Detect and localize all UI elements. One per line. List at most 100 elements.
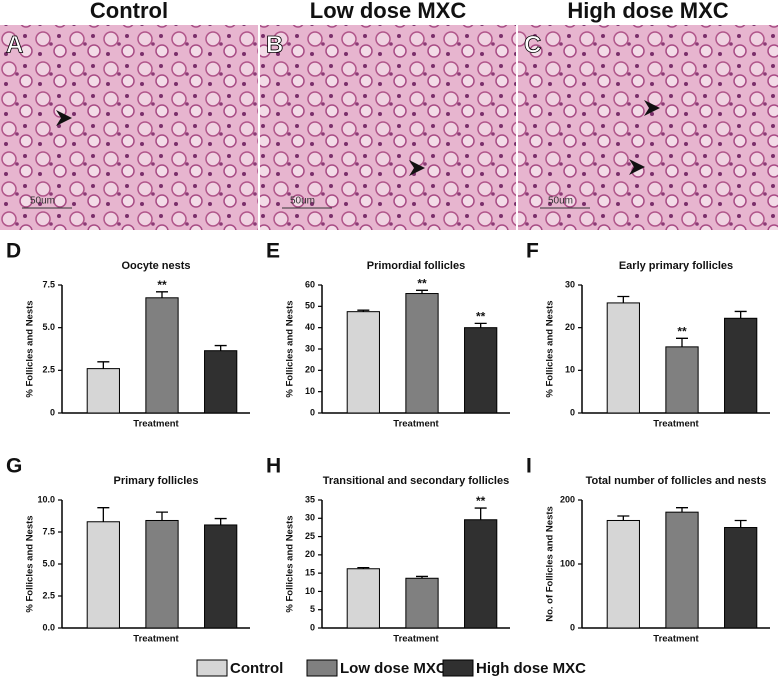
y-tick-label: 0 bbox=[570, 407, 575, 417]
y-tick-label: 10 bbox=[305, 586, 315, 596]
bar bbox=[606, 519, 640, 629]
arrowhead bbox=[629, 159, 645, 175]
bar bbox=[86, 521, 120, 629]
y-tick-label: 7.5 bbox=[42, 526, 55, 536]
chart-title: Early primary follicles bbox=[619, 260, 733, 272]
error-bar bbox=[357, 567, 370, 569]
y-tick-label: 200 bbox=[560, 494, 575, 504]
error-bar bbox=[214, 517, 227, 525]
y-tick-label: 30 bbox=[305, 513, 315, 523]
photo-letter: A bbox=[6, 31, 23, 58]
error-bar bbox=[474, 322, 487, 328]
arrowhead bbox=[56, 110, 72, 126]
bar bbox=[86, 368, 120, 414]
error-bar bbox=[474, 507, 487, 520]
scale-bar-label: 50um bbox=[548, 196, 573, 207]
bar bbox=[464, 327, 498, 414]
y-tick-label: 5.0 bbox=[42, 558, 55, 568]
bar bbox=[346, 568, 380, 629]
y-tick-label: 20 bbox=[565, 322, 575, 332]
bar bbox=[145, 519, 179, 629]
y-tick-label: 30 bbox=[305, 343, 315, 353]
arrowhead bbox=[409, 160, 425, 176]
y-axis-label: No. of Follicles and Nests bbox=[545, 506, 556, 622]
error-bar bbox=[617, 295, 630, 303]
photo-title: High dose MXC bbox=[567, 0, 728, 23]
y-tick-label: 15 bbox=[305, 568, 315, 578]
error-bar bbox=[156, 511, 168, 521]
photo-title: Low dose MXC bbox=[310, 0, 467, 23]
y-tick-label: 25 bbox=[305, 531, 315, 541]
x-axis-label: Treatment bbox=[653, 419, 699, 430]
error-bar bbox=[214, 344, 227, 351]
error-bar bbox=[734, 310, 747, 319]
y-tick-label: 10 bbox=[565, 365, 575, 375]
photo-letter: B bbox=[266, 31, 283, 58]
bar bbox=[724, 317, 758, 414]
bar bbox=[724, 527, 758, 629]
y-tick-label: 0.0 bbox=[42, 622, 55, 632]
error-bar bbox=[357, 309, 370, 312]
y-tick-label: 0 bbox=[310, 622, 315, 632]
significance-label: ** bbox=[677, 325, 687, 339]
y-tick-label: 2.5 bbox=[42, 365, 55, 375]
y-tick-label: 35 bbox=[305, 494, 315, 504]
legend-label: Low dose MXC bbox=[340, 660, 447, 677]
legend-swatch bbox=[442, 659, 474, 677]
bar bbox=[346, 311, 380, 414]
significance-label: ** bbox=[476, 310, 486, 324]
bar bbox=[606, 302, 640, 414]
legend-label: High dose MXC bbox=[476, 660, 586, 677]
error-bar bbox=[676, 337, 688, 347]
y-axis-label: % Follicles and Nests bbox=[285, 515, 296, 612]
panel-letter: D bbox=[6, 240, 21, 263]
y-tick-label: 60 bbox=[305, 279, 315, 289]
y-tick-label: 0 bbox=[50, 407, 55, 417]
chart-title: Primordial follicles bbox=[367, 260, 465, 272]
y-axis-label: % Follicles and Nests bbox=[25, 300, 36, 397]
chart-title: Oocyte nests bbox=[121, 260, 190, 272]
photo-title: Control bbox=[90, 0, 168, 23]
x-axis-label: Treatment bbox=[393, 634, 439, 645]
bar bbox=[204, 350, 238, 414]
photo-letter: C bbox=[524, 31, 541, 58]
panel-letter: E bbox=[266, 240, 280, 263]
micrograph bbox=[0, 25, 258, 230]
error-bar bbox=[416, 289, 428, 294]
y-tick-label: 40 bbox=[305, 322, 315, 332]
x-axis-label: Treatment bbox=[653, 634, 699, 645]
y-tick-label: 20 bbox=[305, 365, 315, 375]
error-bar bbox=[676, 507, 688, 513]
y-tick-label: 10.0 bbox=[37, 494, 55, 504]
y-axis-label: % Follicles and Nests bbox=[25, 515, 36, 612]
bar bbox=[665, 511, 699, 629]
y-tick-label: 0 bbox=[310, 407, 315, 417]
y-tick-label: 20 bbox=[305, 549, 315, 559]
y-tick-label: 5.0 bbox=[42, 322, 55, 332]
significance-label: ** bbox=[157, 278, 167, 292]
panel-letter: H bbox=[266, 455, 281, 478]
chart-title: Transitional and secondary follicles bbox=[323, 475, 509, 487]
panel-letter: F bbox=[526, 240, 539, 263]
error-bar bbox=[156, 291, 168, 298]
x-axis-label: Treatment bbox=[393, 419, 439, 430]
x-axis-label: Treatment bbox=[133, 634, 179, 645]
y-tick-label: 50 bbox=[305, 301, 315, 311]
arrowhead bbox=[644, 100, 660, 116]
bar bbox=[405, 577, 439, 629]
error-bar bbox=[617, 515, 630, 521]
legend-swatch bbox=[306, 659, 338, 677]
panel-letter: I bbox=[526, 455, 532, 478]
error-bar bbox=[97, 361, 110, 369]
y-tick-label: 5 bbox=[310, 604, 315, 614]
error-bar bbox=[416, 575, 428, 579]
bar bbox=[464, 519, 498, 629]
legend-label: Control bbox=[230, 660, 283, 677]
y-tick-label: 2.5 bbox=[42, 590, 55, 600]
bar bbox=[145, 297, 179, 414]
bar bbox=[405, 293, 439, 414]
y-tick-label: 10 bbox=[305, 386, 315, 396]
micrograph bbox=[518, 25, 778, 230]
y-axis-label: % Follicles and Nests bbox=[545, 300, 556, 397]
